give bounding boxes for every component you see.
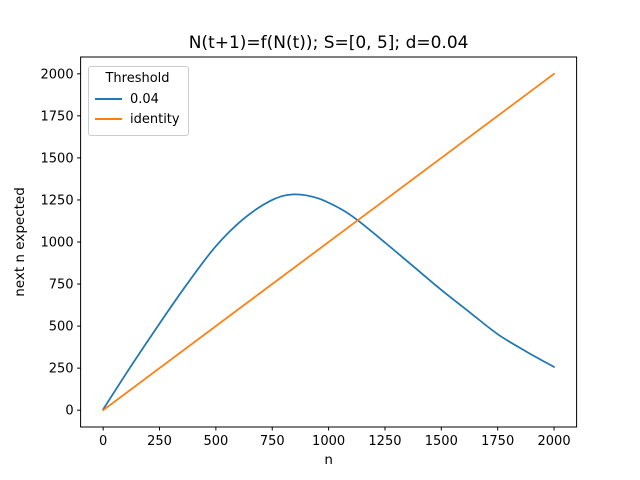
x-axis-label: n (324, 452, 333, 468)
y-tick-label: 750 (49, 278, 74, 293)
y-tick-label: 250 (49, 362, 74, 377)
y-tick-label: 1750 (41, 109, 74, 124)
legend-entry: 0.04 (95, 89, 180, 109)
y-tick-label: 2000 (41, 67, 74, 82)
y-tick-label: 1250 (41, 193, 74, 208)
x-tick-label: 1750 (481, 434, 514, 449)
x-tick-label: 750 (260, 434, 285, 449)
legend: Threshold 0.04 identity (88, 66, 189, 136)
x-tick-label: 1500 (425, 434, 458, 449)
x-tick-label: 500 (203, 434, 228, 449)
y-axis-ticks: 0 250 500 750 1000 1250 1500 1750 2000 (41, 67, 81, 419)
x-tick-label: 2000 (538, 434, 571, 449)
y-tick-label: 500 (49, 320, 74, 335)
x-axis-ticks: 0 250 500 750 1000 1250 1500 1750 2000 (99, 427, 571, 449)
legend-line-swatch-orange (95, 118, 122, 120)
y-tick-label: 1500 (41, 151, 74, 166)
legend-entry: identity (95, 109, 180, 129)
x-tick-label: 1250 (368, 434, 401, 449)
x-tick-label: 250 (147, 434, 172, 449)
series-line-0.04 (102, 193, 555, 411)
legend-line-swatch-blue (95, 98, 122, 100)
legend-entry-label: identity (130, 111, 180, 127)
y-tick-label: 1000 (41, 236, 74, 251)
legend-entry-label: 0.04 (130, 91, 159, 107)
x-tick-label: 1000 (312, 434, 345, 449)
y-tick-label: 0 (65, 404, 73, 419)
y-axis-label: next n expected (12, 187, 28, 297)
chart-title: N(t+1)=f(N(t)); S=[0, 5]; d=0.04 (189, 33, 469, 53)
plot-series (102, 72, 555, 412)
legend-title: Threshold (105, 71, 170, 86)
series-line-identity (102, 72, 555, 412)
x-tick-label: 0 (99, 434, 107, 449)
